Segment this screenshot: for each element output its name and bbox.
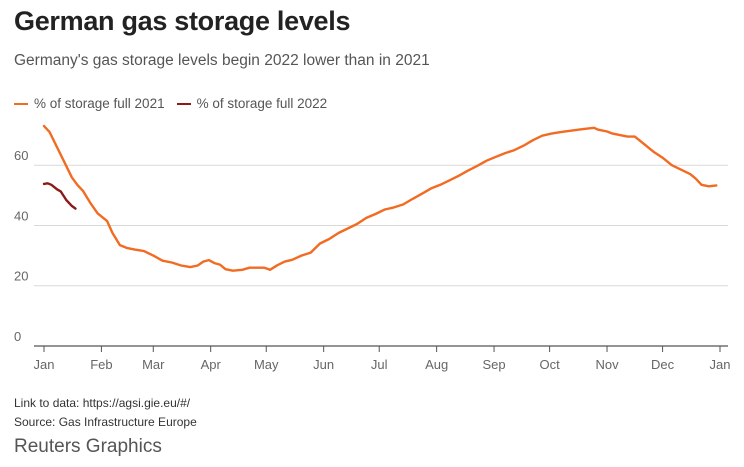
series-layer (42, 124, 718, 272)
x-tick-label-may-4: May (254, 357, 279, 372)
grid-layer: 0 20 40 60 (14, 148, 728, 347)
legend-item-2021: % of storage full 2021 (14, 96, 165, 111)
data-link[interactable]: Link to data: https://agsi.gie.eu/#/ (14, 396, 191, 410)
legend-label-2022: % of storage full 2022 (196, 96, 328, 111)
source-note: Source: Gas Infrastructure Europe (14, 415, 197, 429)
y-tick-label-20: 20 (14, 269, 28, 284)
chart-legend: % of storage full 2021 % of storage full… (14, 96, 339, 111)
x-tick-label-dec-11: Dec (651, 357, 675, 372)
x-tick-label-oct-9: Oct (539, 357, 560, 372)
x-tick-label-apr-3: Apr (201, 357, 222, 372)
series-line-2021 (42, 124, 718, 272)
chart-title: German gas storage levels (14, 6, 351, 36)
series-line-2022 (42, 182, 77, 210)
x-tick-label-jan-0: Jan (34, 357, 55, 372)
brand-label: Reuters Graphics (14, 436, 162, 457)
x-axis: Jan Feb Mar Apr May Jun Jul Aug Sep Oct Nov Dec Jan (34, 346, 731, 372)
legend-label-2021: % of storage full 2021 (34, 96, 165, 111)
x-tick-label-sep-8: Sep (482, 357, 505, 372)
x-tick-label-jan-12: Jan (710, 357, 731, 372)
legend-swatch-2021 (14, 102, 28, 105)
x-tick-label-feb-1: Feb (90, 357, 112, 372)
x-tick-label-jul-6: Jul (371, 357, 388, 372)
x-tick-label-aug-7: Aug (425, 357, 448, 372)
legend-swatch-2022 (176, 102, 191, 105)
legend-item-2022: % of storage full 2022 (176, 96, 328, 111)
chart-subtitle: Germany's gas storage levels begin 2022 … (14, 52, 430, 69)
y-tick-label-60: 60 (14, 148, 28, 163)
line-chart: 0 20 40 60 Jan Feb Mar Apr May Jun Jul Aug Sep Oct No… (14, 124, 731, 372)
y-tick-label-0: 0 (14, 329, 21, 344)
x-tick-label-jun-5: Jun (313, 357, 334, 372)
x-tick-label-mar-2: Mar (142, 357, 165, 372)
x-tick-label-nov-10: Nov (595, 357, 619, 372)
y-tick-label-40: 40 (14, 208, 28, 223)
